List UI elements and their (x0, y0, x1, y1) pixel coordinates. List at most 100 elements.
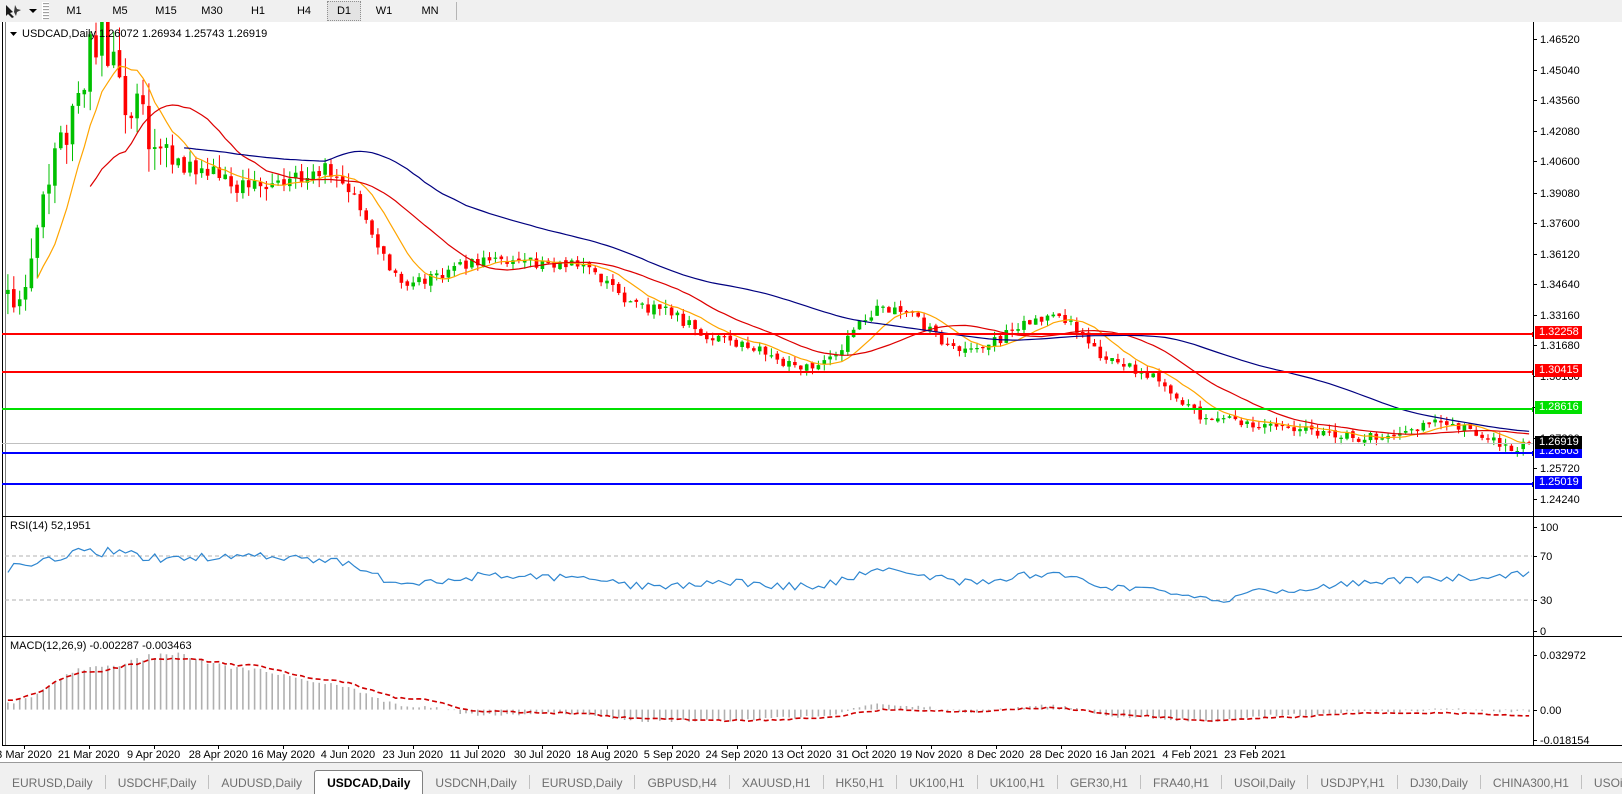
resistance-1-price-tag: 1.32258 (1535, 326, 1582, 340)
chart-tab-uk100-h1[interactable]: UK100,H1 (989, 776, 1045, 790)
chart-tab-gbpusd-h4[interactable]: GBPUSD,H4 (647, 776, 717, 790)
timeframe-toolbar: M1 M5 M15 M30 H1 H4 D1 W1 MN (0, 0, 1622, 23)
date-label: 11 Jul 2020 (449, 749, 506, 761)
date-label: 4 Feb 2021 (1162, 749, 1219, 761)
chart-tab-usdchf-daily[interactable]: USDCHF,Daily (117, 776, 197, 790)
macd-scale[interactable]: 0.032972 0.00 -0.018154 (1533, 637, 1622, 747)
date-label: 23 Jun 2020 (382, 749, 444, 761)
price-pane[interactable]: USDCAD,Daily 1.26072 1.26934 1.25743 1.2… (2, 22, 1622, 516)
resistance-2-line[interactable] (2, 370, 1537, 376)
date-tick (801, 746, 803, 749)
date-label: 31 Oct 2020 (836, 749, 897, 761)
price-tick: 1.37600 (1534, 218, 1580, 230)
chart-tab-fra40-h1[interactable]: FRA40,H1 (1152, 776, 1210, 790)
rsi-label: RSI(14) 52,1951 (10, 520, 91, 532)
tab-separator (1307, 775, 1309, 789)
timeframe-h4[interactable]: H4 (296, 5, 312, 17)
price-tick: 1.33160 (1534, 310, 1580, 322)
chart-tab-hk50-h1[interactable]: HK50,H1 (835, 776, 885, 790)
rsi-tick: 100 (1534, 522, 1558, 534)
date-tick (542, 746, 544, 749)
chart-tab-uk100-h1[interactable]: UK100,H1 (909, 776, 965, 790)
date-tick (1060, 746, 1062, 749)
date-label: 19 Nov 2020 (899, 749, 963, 761)
tab-separator (208, 775, 210, 789)
price-tick: 1.34640 (1534, 279, 1580, 291)
price-tick: 1.42080 (1534, 126, 1580, 138)
macd-plot-svg (7, 652, 1530, 723)
macd-pane[interactable]: MACD(12,26,9) -0.002287 -0.003463 0.0329… (2, 636, 1622, 747)
date-label: 9 Apr 2020 (126, 749, 181, 761)
chart-tab-eurusd-daily[interactable]: EURUSD,Daily (541, 776, 623, 790)
symbol-ohlc-text: USDCAD,Daily 1.26072 1.26934 1.25743 1.2… (22, 28, 268, 40)
date-tick (412, 746, 414, 749)
chart-tab-usdjpy-h1[interactable]: USDJPY,H1 (1320, 776, 1385, 790)
tab-separator (822, 775, 824, 789)
chart-tab-audusd-daily[interactable]: AUDUSD,Daily (221, 776, 303, 790)
date-label: 4 Jun 2020 (320, 749, 376, 761)
date-tick (477, 746, 479, 749)
rsi-canvas[interactable] (2, 517, 1622, 636)
date-tick (1255, 746, 1256, 749)
chart-tab-xauusd-h1[interactable]: XAUUSD,H1 (741, 776, 811, 790)
tab-separator (1139, 775, 1141, 789)
timeframe-m15[interactable]: M15 (155, 5, 177, 17)
date-label: 28 Dec 2020 (1029, 749, 1092, 761)
rsi-pane[interactable]: RSI(14) 52,1951 100 70 30 0 (2, 516, 1622, 638)
triangle-down-icon[interactable] (10, 31, 18, 37)
toolbar-grip[interactable] (42, 2, 49, 20)
symbol-header: USDCAD,Daily 1.26072 1.26934 1.25743 1.2… (10, 28, 267, 40)
price-plot-svg (6, 22, 1531, 457)
date-label: 23 Feb 2021 (1224, 749, 1286, 761)
macd-tick: 0.00 (1534, 705, 1561, 717)
date-tick (347, 746, 349, 749)
time-scale[interactable]: 3 Mar 2020 21 Mar 2020 9 Apr 2020 28 Apr 20… (0, 745, 1622, 766)
resistance-1-line[interactable] (2, 332, 1537, 338)
timeframe-m5[interactable]: M5 (112, 5, 128, 17)
date-label: 28 Apr 2020 (188, 749, 249, 761)
bid-price-line[interactable] (2, 443, 1534, 445)
chart-tab-usdcad-daily[interactable]: USDCAD,Daily (314, 770, 424, 794)
chart-tab-usdcnh-daily[interactable]: USDCNH,Daily (435, 776, 517, 790)
chart-workspace[interactable]: USDCAD,Daily 1.26072 1.26934 1.25743 1.2… (0, 22, 1622, 766)
date-tick (283, 746, 285, 749)
rsi-plot-svg (5, 546, 1532, 603)
pane-left-border (2, 517, 6, 636)
rsi-scale[interactable]: 100 70 30 0 (1533, 517, 1622, 638)
timeframe-mn[interactable]: MN (421, 5, 439, 17)
chart-tab-china300-h1[interactable]: CHINA300,H1 (1492, 776, 1569, 790)
pivot-green-line[interactable] (2, 407, 1537, 413)
macd-label: MACD(12,26,9) -0.002287 -0.003463 (10, 640, 192, 652)
price-scale[interactable]: 1.46520 1.45040 1.43560 1.42080 1.40600 1.390… (1533, 22, 1622, 516)
date-tick (866, 746, 868, 749)
price-candles-canvas[interactable] (2, 22, 1622, 516)
timeframe-h1[interactable]: H1 (250, 5, 266, 17)
chevron-down-icon[interactable] (26, 1, 40, 21)
tab-separator (896, 775, 898, 789)
timeframe-d1[interactable]: D1 (327, 1, 361, 21)
chart-tab-ger30-h1[interactable]: GER30,H1 (1069, 776, 1128, 790)
timeframe-w1[interactable]: W1 (375, 5, 393, 17)
date-tick (1125, 746, 1127, 749)
support-1-line[interactable] (2, 451, 1537, 457)
timeframe-m1[interactable]: M1 (66, 5, 82, 17)
cursor-crosshair-icon[interactable] (0, 1, 26, 21)
date-tick (931, 746, 933, 749)
chart-tab-eurusd-daily[interactable]: EURUSD,Daily (12, 776, 93, 790)
timeframe-m30[interactable]: M30 (201, 5, 223, 17)
macd-canvas[interactable] (2, 637, 1622, 745)
toolbar-separator (456, 2, 457, 20)
rsi-tick: 70 (1534, 551, 1552, 563)
pane-left-border (2, 637, 6, 745)
tab-separator (1221, 775, 1223, 789)
date-tick (607, 746, 609, 749)
price-tick: 1.45040 (1534, 65, 1580, 77)
chart-tab-usoil[interactable]: USOil, (1593, 776, 1622, 790)
support-2-line[interactable] (2, 481, 1537, 487)
chart-tab-dj30-daily[interactable]: DJ30,Daily (1409, 776, 1468, 790)
tab-separator (1479, 775, 1481, 789)
chart-tab-usoil-daily[interactable]: USOil,Daily (1234, 776, 1296, 790)
price-tick: 1.39080 (1534, 188, 1580, 200)
chart-tabs-bar[interactable]: EURUSD,Daily USDCHF,Daily AUDUSD,Daily USDC… (0, 762, 1622, 794)
date-label: 18 Aug 2020 (576, 749, 638, 761)
